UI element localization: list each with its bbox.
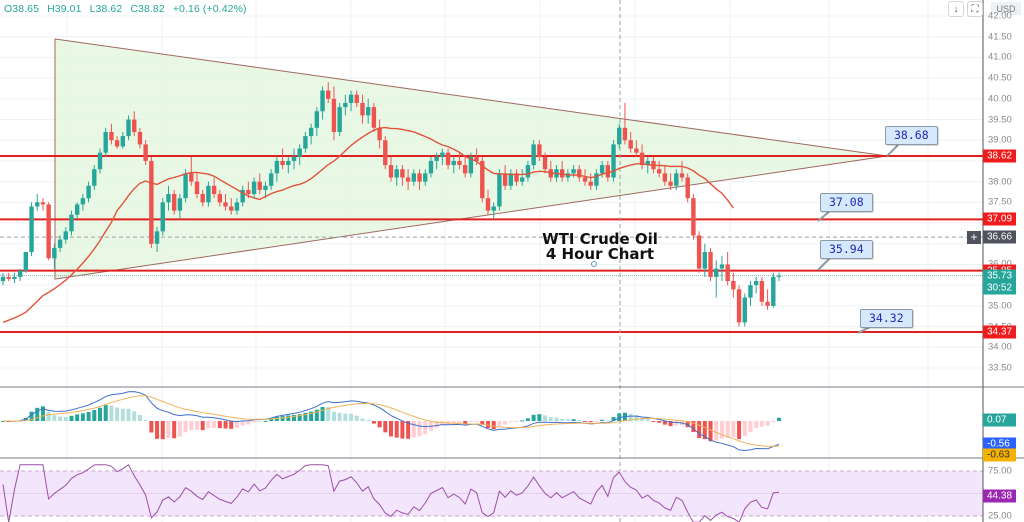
ohlc-close: C38.82 [130, 3, 165, 15]
rsi-axis-tick: 25.00 [988, 510, 1012, 522]
price-axis-tick: 39.00 [988, 134, 1012, 146]
macd-pane [0, 386, 1024, 459]
macd-value-tag: 0.07 [983, 413, 1016, 427]
price-axis-tick: 38.00 [988, 176, 1012, 188]
price-tag: 30:52 [983, 281, 1016, 295]
price-callout: 34.32 [860, 309, 913, 328]
chart-title: WTI Crude Oil 4 Hour Chart [520, 232, 680, 262]
rsi-pane [0, 464, 983, 522]
chart-toolbar: ↓ ⛶ [948, 1, 983, 17]
price-tag: 37.09 [983, 212, 1016, 226]
ohlc-high: H39.01 [47, 3, 82, 15]
price-axis-tick: 42.00 [988, 10, 1012, 22]
callout-leaders [817, 144, 899, 334]
macd-value-tag: -0.63 [983, 448, 1016, 462]
price-axis-tick: 40.50 [988, 72, 1012, 84]
price-axis-tick: 40.00 [988, 93, 1012, 105]
price-axis-tick: 35.00 [988, 300, 1012, 312]
rsi-axis-tick: 75.00 [988, 465, 1012, 477]
price-tag: 38.62 [983, 149, 1016, 163]
add-alert-plus-icon[interactable]: + [967, 231, 981, 244]
rsi-value-tag: 44.38 [983, 489, 1016, 503]
price-callout: 35.94 [820, 240, 873, 259]
price-tag: 34.37 [983, 325, 1016, 339]
price-tag: 36.66 [983, 230, 1016, 244]
ohlc-open: O38.65 [4, 3, 40, 15]
ohlc-legend: O38.65 H39.01 L38.62 C38.82 +0.16 (+0.42… [4, 3, 252, 15]
scroll-to-latest-icon[interactable]: ↓ [948, 1, 964, 17]
price-callout: 37.08 [820, 193, 873, 212]
price-axis-tick: 41.00 [988, 51, 1012, 63]
candlesticks [0, 82, 782, 327]
price-callout: 38.68 [885, 126, 938, 145]
chart-title-line2: 4 Hour Chart [545, 245, 655, 263]
price-tag: 35.73 [983, 269, 1016, 283]
support-resistance-levels [0, 0, 983, 522]
price-axis-tick: 39.50 [988, 114, 1012, 126]
price-axis-tick: 33.50 [988, 362, 1012, 374]
fullscreen-icon[interactable]: ⛶ [967, 1, 983, 17]
price-axis-tick: 41.50 [988, 31, 1012, 43]
currency-label[interactable]: USD [991, 2, 1021, 15]
macd-value-tag: -0.56 [983, 437, 1016, 451]
chart-title-line1: WTI Crude Oil [542, 230, 658, 248]
price-axis-tick: 34.00 [988, 341, 1012, 353]
ohlc-change: +0.16 (+0.42%) [172, 3, 247, 15]
price-axis-tick: 37.50 [988, 196, 1012, 208]
moving-average-line [2, 126, 734, 324]
ohlc-low: L38.62 [89, 3, 123, 15]
